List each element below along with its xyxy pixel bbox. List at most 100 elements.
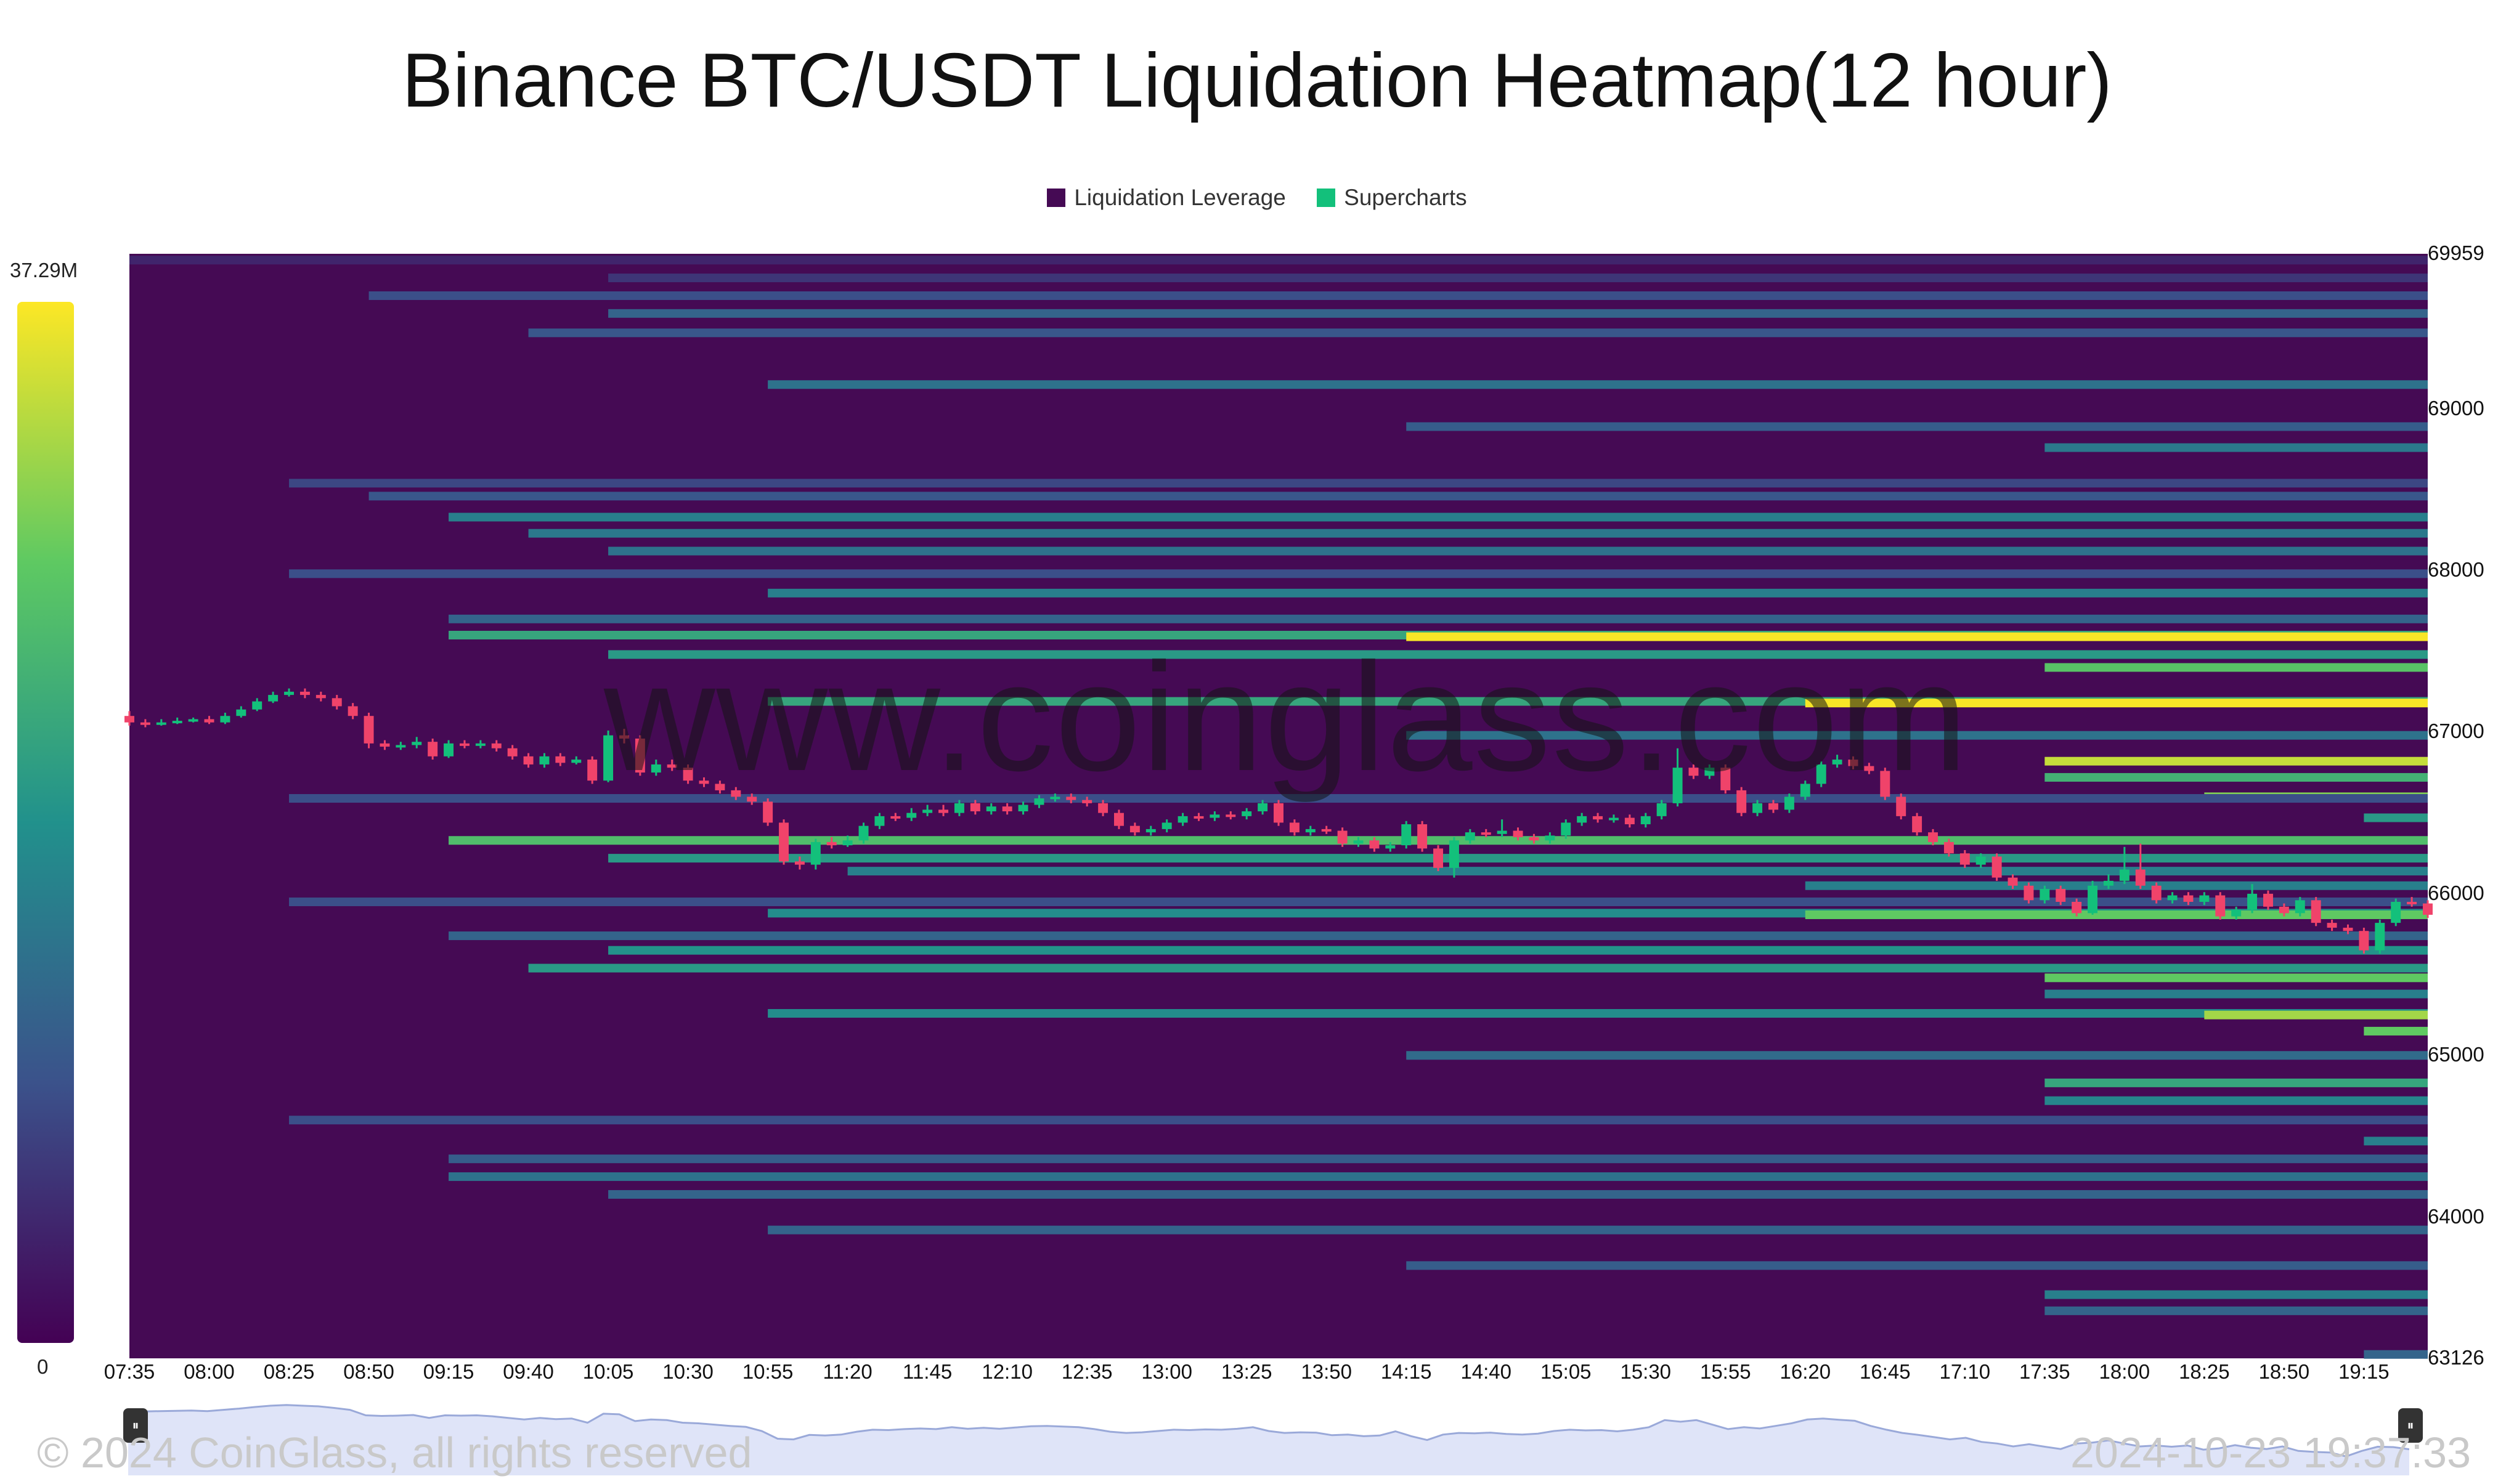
candle-body: [1018, 805, 1028, 812]
y-tick-label: 69959: [2428, 241, 2484, 264]
y-tick-label: 64000: [2428, 1204, 2484, 1228]
candle-body: [364, 716, 374, 744]
navigator-right-handle[interactable]: ⏸: [2398, 1408, 2423, 1443]
liquidation-band: [608, 854, 2428, 863]
candle-body: [1959, 853, 1970, 865]
x-tick-label: 09:15: [423, 1360, 474, 1383]
liquidation-band: [1406, 422, 2428, 431]
x-tick-label: 07:35: [104, 1360, 155, 1383]
candle-body: [1832, 760, 1842, 764]
candle-body: [124, 716, 134, 723]
x-tick-label: 10:05: [582, 1360, 634, 1383]
candle-body: [491, 743, 502, 748]
liquidation-band: [2204, 1010, 2428, 1020]
legend-swatch-liquidation: [1047, 189, 1066, 207]
y-tick-label: 66000: [2428, 881, 2484, 904]
candle-body: [1289, 822, 1300, 833]
candle-body: [1178, 816, 1188, 823]
candle-body: [890, 816, 901, 819]
colorbar-min-label: 0: [37, 1355, 49, 1378]
legend-label-liquidation: Liquidation Leverage: [1074, 185, 1286, 210]
range-navigator[interactable]: [128, 1368, 2409, 1475]
candle-body: [1226, 814, 1236, 817]
liquidation-band: [528, 529, 2428, 538]
liquidation-band: [1406, 1261, 2428, 1270]
candle-body: [747, 797, 757, 802]
candle-body: [715, 784, 725, 790]
candle-body: [268, 695, 279, 702]
liquidation-band: [1805, 881, 2428, 890]
candle-body: [444, 743, 454, 756]
liquidation-band: [449, 1172, 2428, 1182]
candle-body: [1928, 832, 1938, 842]
candle-body: [1321, 829, 1332, 832]
candle-body: [2119, 869, 2130, 881]
candle-body: [284, 691, 295, 695]
liquidation-band: [2044, 1290, 2428, 1299]
candle-body: [2167, 895, 2178, 901]
candle-body: [731, 790, 741, 797]
y-tick-label: 63126: [2428, 1346, 2484, 1369]
candle-body: [332, 698, 342, 707]
candle-body: [1656, 803, 1667, 816]
candle-body: [507, 748, 518, 756]
candle-body: [396, 745, 406, 748]
legend: Liquidation Leverage Supercharts: [0, 185, 2514, 213]
liquidation-band: [608, 650, 2428, 659]
liquidation-band: [368, 291, 2428, 300]
liquidation-band: [768, 380, 2428, 389]
candle-body: [826, 841, 837, 846]
legend-item-supercharts[interactable]: Supercharts: [1317, 185, 1467, 211]
navigator-left-handle[interactable]: ⏸: [123, 1408, 148, 1443]
candle-body: [2008, 877, 2018, 886]
candle-body: [1880, 771, 1890, 797]
liquidation-band: [2364, 813, 2428, 822]
candle-body: [2263, 893, 2273, 907]
candle-body: [763, 801, 773, 823]
candle-body: [1401, 824, 1412, 846]
x-tick-label: 14:15: [1380, 1360, 1432, 1383]
candle-body: [1242, 811, 1252, 816]
candle-body: [1848, 760, 1858, 766]
candle-body: [1449, 840, 1459, 868]
x-tick-label: 12:10: [982, 1360, 1033, 1383]
y-tick-label: 69000: [2428, 396, 2484, 420]
candle-body: [428, 742, 438, 756]
candle-body: [1194, 816, 1204, 819]
liquidation-band: [2364, 1026, 2428, 1036]
candle-body: [1545, 835, 1555, 841]
candle-body: [1433, 848, 1444, 868]
candle-body: [1274, 803, 1283, 823]
liquidation-band: [1406, 731, 2428, 740]
liquidation-band: [368, 492, 2428, 501]
candle-body: [874, 816, 885, 826]
y-tick-label: 68000: [2428, 558, 2484, 582]
candle-body: [810, 841, 821, 865]
x-tick-label: 13:25: [1221, 1360, 1272, 1383]
navigator-area: [128, 1405, 2409, 1475]
candle-body: [667, 764, 677, 768]
candle-body: [1034, 798, 1044, 805]
candle-body: [938, 809, 949, 813]
candle-body: [1417, 824, 1428, 849]
candle-body: [1337, 830, 1348, 844]
legend-item-liquidation-leverage[interactable]: Liquidation Leverage: [1047, 185, 1286, 211]
liquidation-band: [608, 1190, 2428, 1199]
colorbar[interactable]: [17, 302, 74, 1343]
timestamp-text: 2024-10-23 19:37:33: [2070, 1429, 2471, 1477]
candle-body: [236, 709, 246, 716]
candle-body: [619, 735, 629, 739]
liquidation-band: [608, 546, 2428, 556]
candle-body: [1050, 797, 1060, 800]
liquidation-band: [1805, 699, 2428, 708]
candle-body: [2327, 923, 2337, 928]
candle-body: [1385, 845, 1396, 849]
candle-body: [1481, 832, 1491, 835]
liquidation-band: [2044, 1306, 2428, 1315]
liquidation-band: [1406, 632, 2428, 641]
x-tick-label: 18:50: [2258, 1360, 2310, 1383]
candle-body: [252, 701, 262, 710]
candle-body: [986, 806, 996, 812]
candle-body: [2024, 885, 2034, 901]
